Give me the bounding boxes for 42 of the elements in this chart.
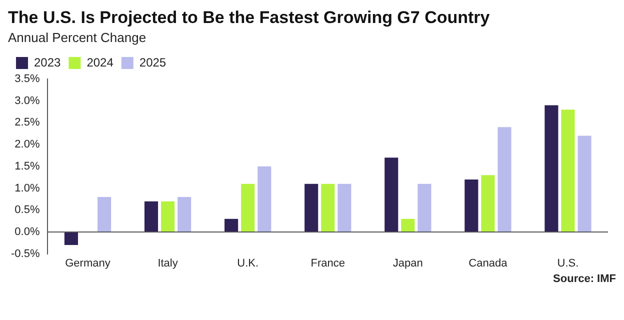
bar (161, 201, 175, 232)
bar (144, 201, 158, 232)
x-tick-label: U.K. (237, 257, 259, 270)
bar (401, 218, 415, 232)
y-tick-label: 3.5% (14, 73, 40, 86)
x-tick-label: Germany (65, 257, 111, 270)
x-tick-label: France (310, 257, 345, 270)
bar (304, 184, 318, 232)
y-tick-label: -0.5% (10, 248, 40, 260)
bar (64, 232, 78, 246)
bar (418, 184, 432, 232)
chart-title: The U.S. Is Projected to Be the Fastest Growing G7 Country (8, 8, 491, 28)
bar (178, 196, 192, 232)
bar (258, 166, 272, 232)
x-tick-label: U.S. (557, 257, 579, 270)
bar (481, 175, 495, 232)
x-tick-label: Italy (158, 257, 178, 270)
bar (241, 184, 255, 232)
legend-label: 2024 (86, 55, 114, 70)
source-note: Source: IMF (552, 273, 616, 285)
y-tick-label: 2.0% (14, 138, 40, 151)
bar (578, 136, 592, 232)
y-tick-label: 1.0% (14, 182, 40, 194)
chart-subtitle: Annual Percent Change (8, 30, 148, 45)
bar (98, 196, 112, 232)
bar (338, 184, 352, 232)
y-tick-label: 3.0% (14, 94, 40, 107)
bar (464, 180, 478, 232)
bar (321, 184, 335, 232)
y-tick-label: 0.0% (14, 226, 40, 238)
bar (224, 218, 238, 232)
x-tick-label: Canada (468, 257, 508, 270)
y-tick-label: 1.5% (14, 160, 40, 172)
x-tick-label: Japan (392, 257, 423, 270)
bar (384, 158, 398, 232)
bar (498, 127, 512, 232)
y-tick-label: 2.5% (14, 116, 40, 129)
y-tick-label: 0.5% (14, 204, 40, 216)
legend-label: 2025 (139, 55, 166, 70)
bar (544, 105, 558, 232)
bar (561, 110, 575, 232)
legend-label: 2023 (34, 55, 62, 70)
